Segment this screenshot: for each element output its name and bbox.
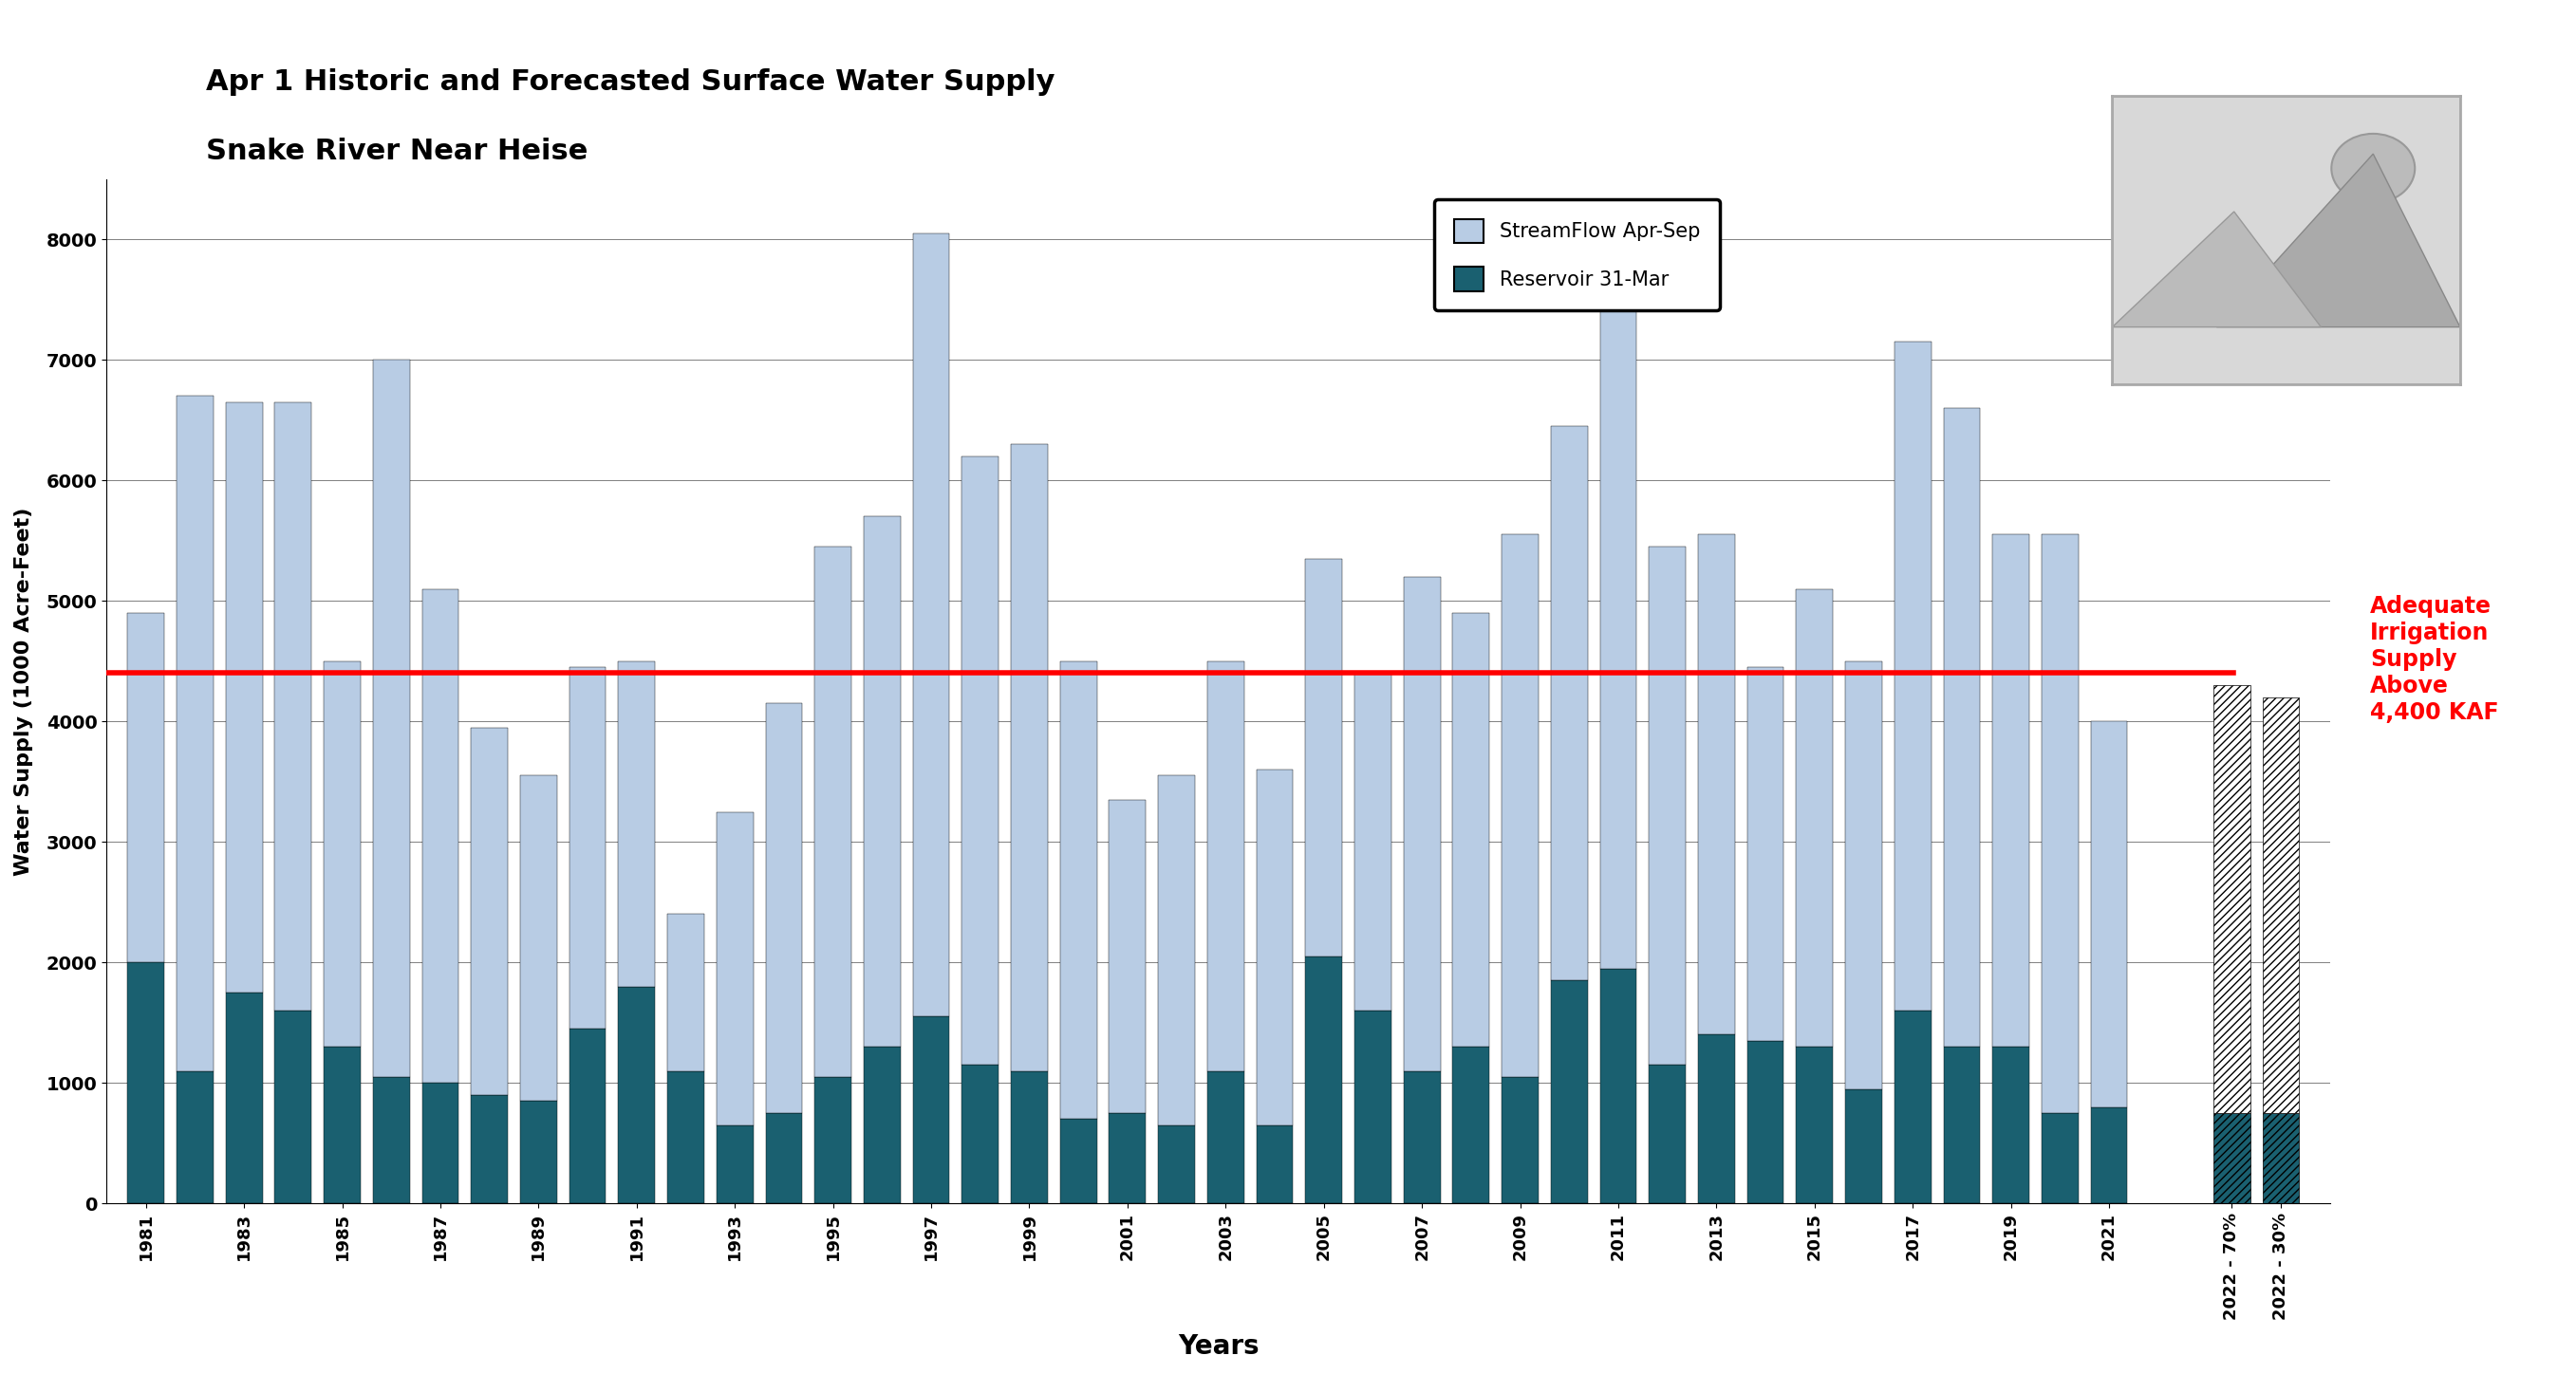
Bar: [1306, 956, 1342, 1204]
Bar: [1059, 661, 1097, 1118]
Bar: [814, 1077, 853, 1204]
Polygon shape: [2112, 212, 2321, 327]
Bar: [961, 456, 999, 1065]
Bar: [227, 992, 263, 1204]
Bar: [1698, 1035, 1734, 1204]
Bar: [422, 1083, 459, 1204]
Bar: [1306, 559, 1342, 956]
Bar: [618, 661, 654, 987]
Bar: [1649, 547, 1685, 1065]
Bar: [374, 1077, 410, 1204]
Bar: [126, 962, 165, 1204]
Bar: [1110, 1113, 1146, 1204]
Bar: [765, 703, 801, 1113]
Bar: [325, 661, 361, 1047]
Bar: [1110, 800, 1146, 1113]
Bar: [1991, 534, 2030, 1047]
Bar: [1600, 969, 1636, 1204]
Bar: [1551, 981, 1587, 1204]
Bar: [276, 403, 312, 1011]
Bar: [1159, 1125, 1195, 1204]
Bar: [2092, 1107, 2128, 1204]
Bar: [1942, 1047, 1981, 1204]
Bar: [569, 1029, 605, 1204]
Bar: [716, 812, 752, 1125]
Bar: [716, 1125, 752, 1204]
X-axis label: Years: Years: [1177, 1333, 1260, 1360]
Bar: [1059, 1118, 1097, 1204]
Bar: [1404, 577, 1440, 1070]
Bar: [2213, 686, 2251, 1113]
Bar: [422, 589, 459, 1083]
Bar: [1159, 776, 1195, 1125]
Bar: [1208, 1070, 1244, 1204]
Bar: [912, 234, 951, 1017]
Bar: [1844, 1090, 1883, 1204]
Bar: [1991, 1047, 2030, 1204]
Bar: [1355, 1011, 1391, 1204]
Bar: [2092, 721, 2128, 1107]
Bar: [178, 1070, 214, 1204]
Bar: [961, 1065, 999, 1204]
Bar: [1893, 1011, 1932, 1204]
Bar: [1649, 1065, 1685, 1204]
Bar: [1893, 342, 1932, 1011]
Polygon shape: [2215, 154, 2460, 327]
Bar: [1600, 257, 1636, 969]
Bar: [814, 547, 853, 1077]
Bar: [618, 987, 654, 1204]
Bar: [227, 403, 263, 992]
Bar: [471, 1095, 507, 1204]
Bar: [325, 1047, 361, 1204]
Bar: [276, 1011, 312, 1204]
Bar: [2262, 698, 2300, 1113]
Bar: [1942, 408, 1981, 1047]
Bar: [2043, 1113, 2079, 1204]
Bar: [2262, 1113, 2300, 1204]
Bar: [912, 1017, 951, 1204]
Bar: [1698, 534, 1734, 1035]
Bar: [1844, 661, 1883, 1090]
Bar: [178, 396, 214, 1070]
Bar: [667, 914, 703, 1070]
Bar: [765, 1113, 801, 1204]
Bar: [1795, 1047, 1834, 1204]
Bar: [569, 668, 605, 1029]
Bar: [1453, 1047, 1489, 1204]
Bar: [1453, 613, 1489, 1047]
Bar: [1257, 1125, 1293, 1204]
Bar: [1404, 1070, 1440, 1204]
Bar: [1502, 534, 1538, 1077]
Bar: [1747, 1040, 1785, 1204]
Bar: [471, 727, 507, 1095]
Circle shape: [2331, 133, 2414, 203]
Bar: [667, 1070, 703, 1204]
Bar: [863, 1047, 902, 1204]
Bar: [1010, 1070, 1048, 1204]
Bar: [1010, 444, 1048, 1070]
Bar: [1355, 673, 1391, 1011]
Bar: [2043, 534, 2079, 1113]
Bar: [1551, 426, 1587, 981]
Y-axis label: Water Supply (1000 Acre-Feet): Water Supply (1000 Acre-Feet): [15, 507, 33, 875]
Bar: [1208, 661, 1244, 1070]
Bar: [126, 613, 165, 962]
Bar: [1795, 589, 1834, 1047]
Bar: [374, 360, 410, 1077]
Bar: [1257, 769, 1293, 1125]
Legend: StreamFlow Apr-Sep, Reservoir 31-Mar: StreamFlow Apr-Sep, Reservoir 31-Mar: [1435, 199, 1721, 311]
Text: Apr 1 Historic and Forecasted Surface Water Supply: Apr 1 Historic and Forecasted Surface Wa…: [206, 69, 1056, 96]
Text: Snake River Near Heise: Snake River Near Heise: [206, 137, 587, 165]
Bar: [2213, 1113, 2251, 1204]
Text: Adequate
Irrigation
Supply
Above
4,400 KAF: Adequate Irrigation Supply Above 4,400 K…: [2370, 595, 2499, 724]
Bar: [520, 776, 556, 1101]
Bar: [863, 517, 902, 1047]
Bar: [1502, 1077, 1538, 1204]
Bar: [520, 1101, 556, 1204]
Bar: [1747, 668, 1785, 1040]
